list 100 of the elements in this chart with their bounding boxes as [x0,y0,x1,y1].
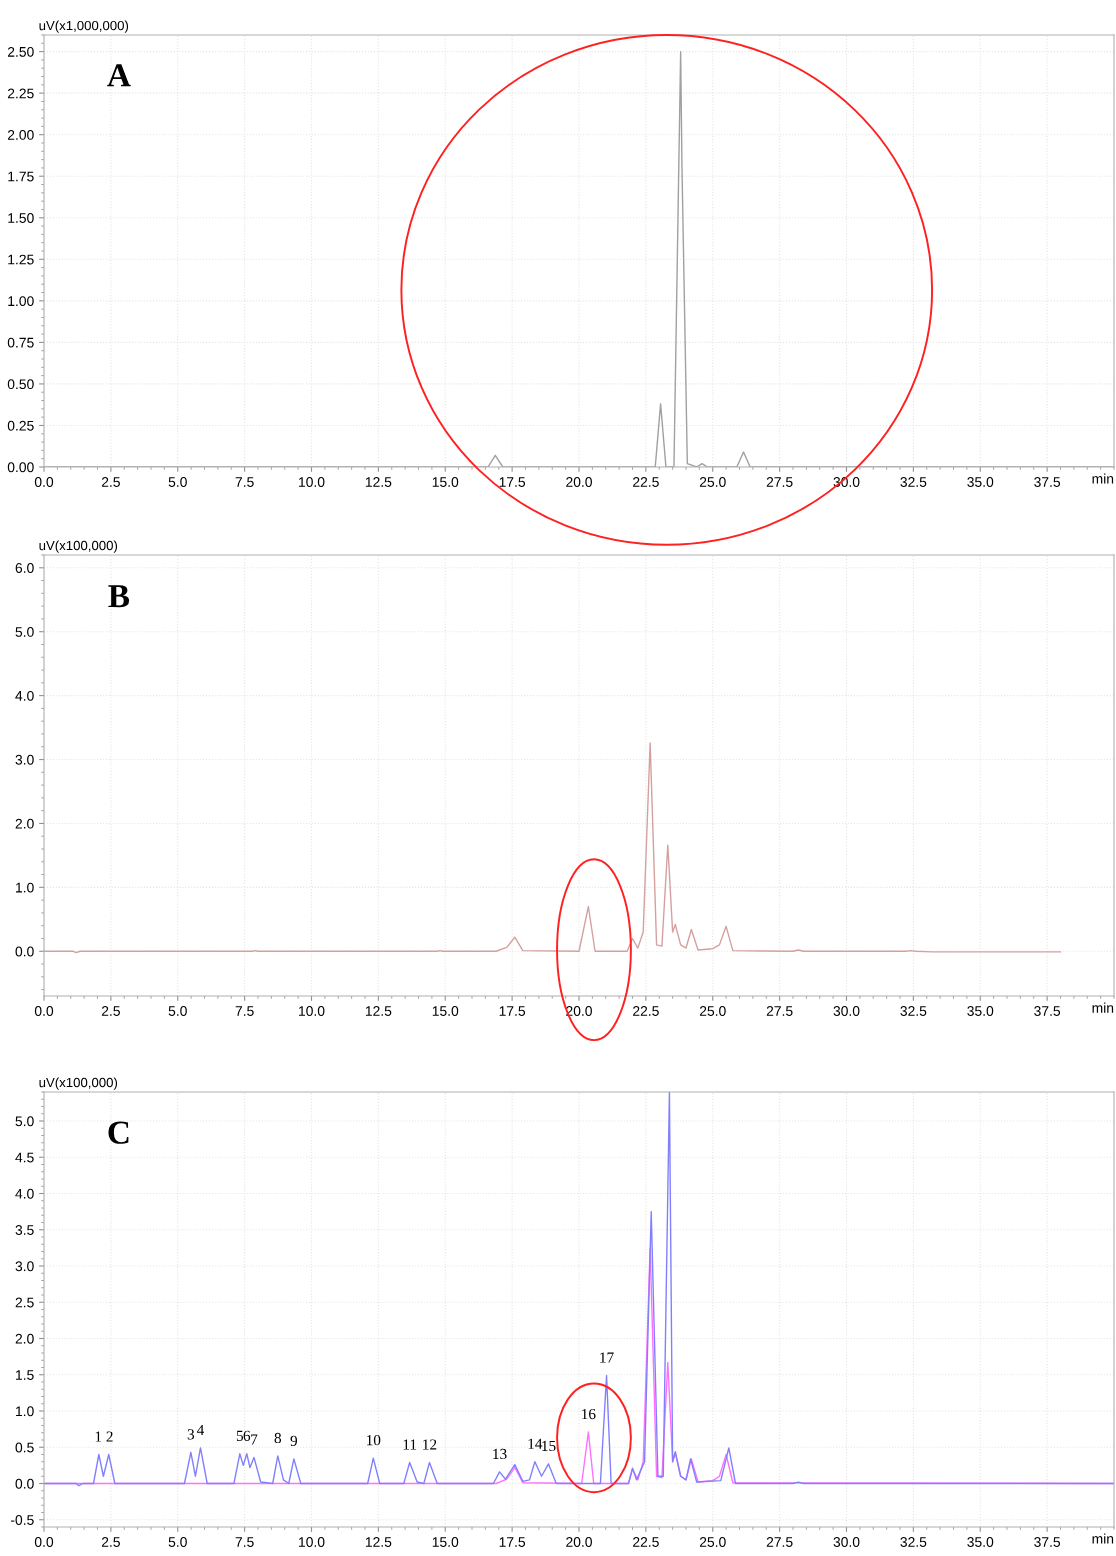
x-tick-label: 17.5 [499,1006,526,1016]
annotation: 16 [582,1408,596,1420]
annotation: 10 [367,1434,381,1446]
y-tick-label: 1.00 [8,296,34,307]
line-series [44,742,1062,954]
x-tick-label: 7.5 [235,1537,254,1547]
x-tick-label: 35.0 [967,1006,994,1016]
y-tick-label: 0.00 [7,462,34,473]
y-tick-label: 2.0 [15,818,34,829]
annotation: 9 [290,1435,298,1447]
y-axis-title: uV(x100,000) [39,540,118,553]
annotation: 6 [243,1430,251,1441]
x-tick-label: 2.5 [101,1537,120,1547]
y-axis-title: uV(x100,000) [39,1077,118,1090]
x-tick-label: 35.0 [967,477,994,487]
x-tick-label: 2.5 [101,1006,120,1016]
x-tick-label: 25.0 [699,477,726,487]
text: C [108,1121,129,1144]
x-tick-label: 27.5 [766,477,793,487]
x-tick-label: 12.5 [365,1006,392,1016]
x-tick-label: 30.0 [833,1006,860,1016]
y-tick-label: 4.5 [15,1152,34,1163]
x-tick-label: 25.0 [699,1006,726,1016]
x-tick-label: 22.5 [633,477,659,487]
x-tick-label: 5.0 [168,1537,187,1547]
y-tick-label: 1.0 [16,882,34,893]
annotation: 4 [196,1424,205,1435]
x-tick-label: 15.0 [432,1537,459,1547]
y-tick-label: 2.5 [15,1297,34,1308]
y-tick-label: 3.0 [15,1261,34,1272]
y-tick-label: 3.0 [15,754,34,765]
x-tick-label: 7.5 [235,477,254,487]
x-tick-label: 15.0 [432,477,459,487]
x-tick-label: 37.5 [1034,1537,1061,1547]
annotation: 14 [528,1438,543,1449]
x-tick-label: 15.0 [432,1006,459,1016]
x-tick-label: 5.0 [168,477,187,487]
y-tick-label: 5.0 [15,1116,34,1127]
y-tick-label: 5.0 [15,627,34,637]
y-tick-label: 6.0 [15,563,34,573]
y-tick-label: 2.50 [7,46,34,57]
x-tick-label: 22.5 [633,1537,659,1547]
x-tick-label: 25.0 [699,1537,726,1547]
y-tick-label: 1.25 [8,254,34,265]
annotation: 3 [187,1429,195,1440]
annotation: 13 [493,1448,507,1460]
x-tick-label: 0.0 [34,477,54,487]
x-tick-label: 2.5 [101,477,120,487]
text: A [107,64,131,87]
y-tick-label: -0.5 [10,1515,34,1525]
y-tick-label: 0.0 [15,946,34,957]
text: B [108,585,130,608]
annotation: 8 [274,1432,282,1444]
annotation: 1 2 [95,1431,113,1442]
annotation: 12 [423,1439,437,1450]
y-axis-title: uV(x1,000,000) [39,20,129,33]
x-tick-label: 37.5 [1034,1006,1061,1016]
x-tick-label: 7.5 [235,1006,254,1016]
x-tick-label: 27.5 [766,1006,793,1016]
x-tick-label: 10.0 [299,477,325,487]
x-axis-title: min [1092,1533,1114,1544]
x-tick-label: 32.5 [900,1006,927,1016]
y-tick-label: 0.75 [7,337,34,348]
annotation: 7 [251,1434,258,1445]
x-tick-label: 10.0 [299,1537,325,1547]
x-tick-label: 27.5 [766,1537,793,1547]
x-tick-label: 12.5 [365,1537,392,1547]
x-tick-label: 12.5 [365,477,392,487]
y-tick-label: 0.5 [15,1442,34,1453]
x-tick-label: 22.5 [633,1006,659,1016]
y-tick-label: 1.50 [8,213,34,223]
y-tick-label: 2.25 [7,88,34,99]
x-tick-label: 32.5 [900,477,927,487]
y-tick-label: 4.0 [15,1188,34,1199]
x-tick-label: 20.0 [566,477,592,487]
annotation: 17 [600,1352,614,1363]
y-tick-label: 1.5 [16,1370,34,1380]
y-tick-label: 1.75 [8,171,34,182]
annotation: 11 [403,1439,417,1450]
x-tick-label: 5.0 [168,1006,187,1016]
x-tick-label: 0.0 [34,1537,54,1547]
y-tick-label: 0.25 [7,420,34,431]
x-tick-label: 20.0 [566,1537,592,1547]
y-tick-label: 4.0 [15,690,34,701]
y-tick-label: 0.0 [15,1478,34,1489]
x-axis-title: min [1092,473,1114,484]
x-tick-label: 30.0 [833,1537,860,1547]
x-tick-label: 17.5 [499,477,526,487]
y-tick-label: 2.0 [15,1333,34,1344]
y-tick-label: 3.5 [15,1225,34,1235]
y-tick-label: 0.50 [7,379,34,390]
x-tick-label: 32.5 [900,1537,927,1547]
y-tick-label: 1.0 [16,1406,34,1417]
annotation: 5 [236,1430,244,1441]
x-tick-label: 17.5 [499,1537,526,1547]
x-tick-label: 37.5 [1034,477,1061,487]
y-tick-label: 2.00 [7,130,34,140]
x-tick-label: 0.0 [34,1006,54,1016]
annotation: 15 [542,1440,556,1452]
x-tick-label: 35.0 [967,1537,994,1547]
